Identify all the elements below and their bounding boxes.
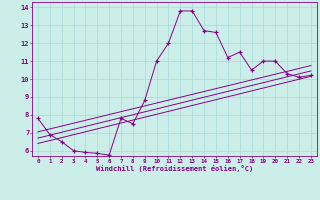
X-axis label: Windchill (Refroidissement éolien,°C): Windchill (Refroidissement éolien,°C) [96,165,253,172]
